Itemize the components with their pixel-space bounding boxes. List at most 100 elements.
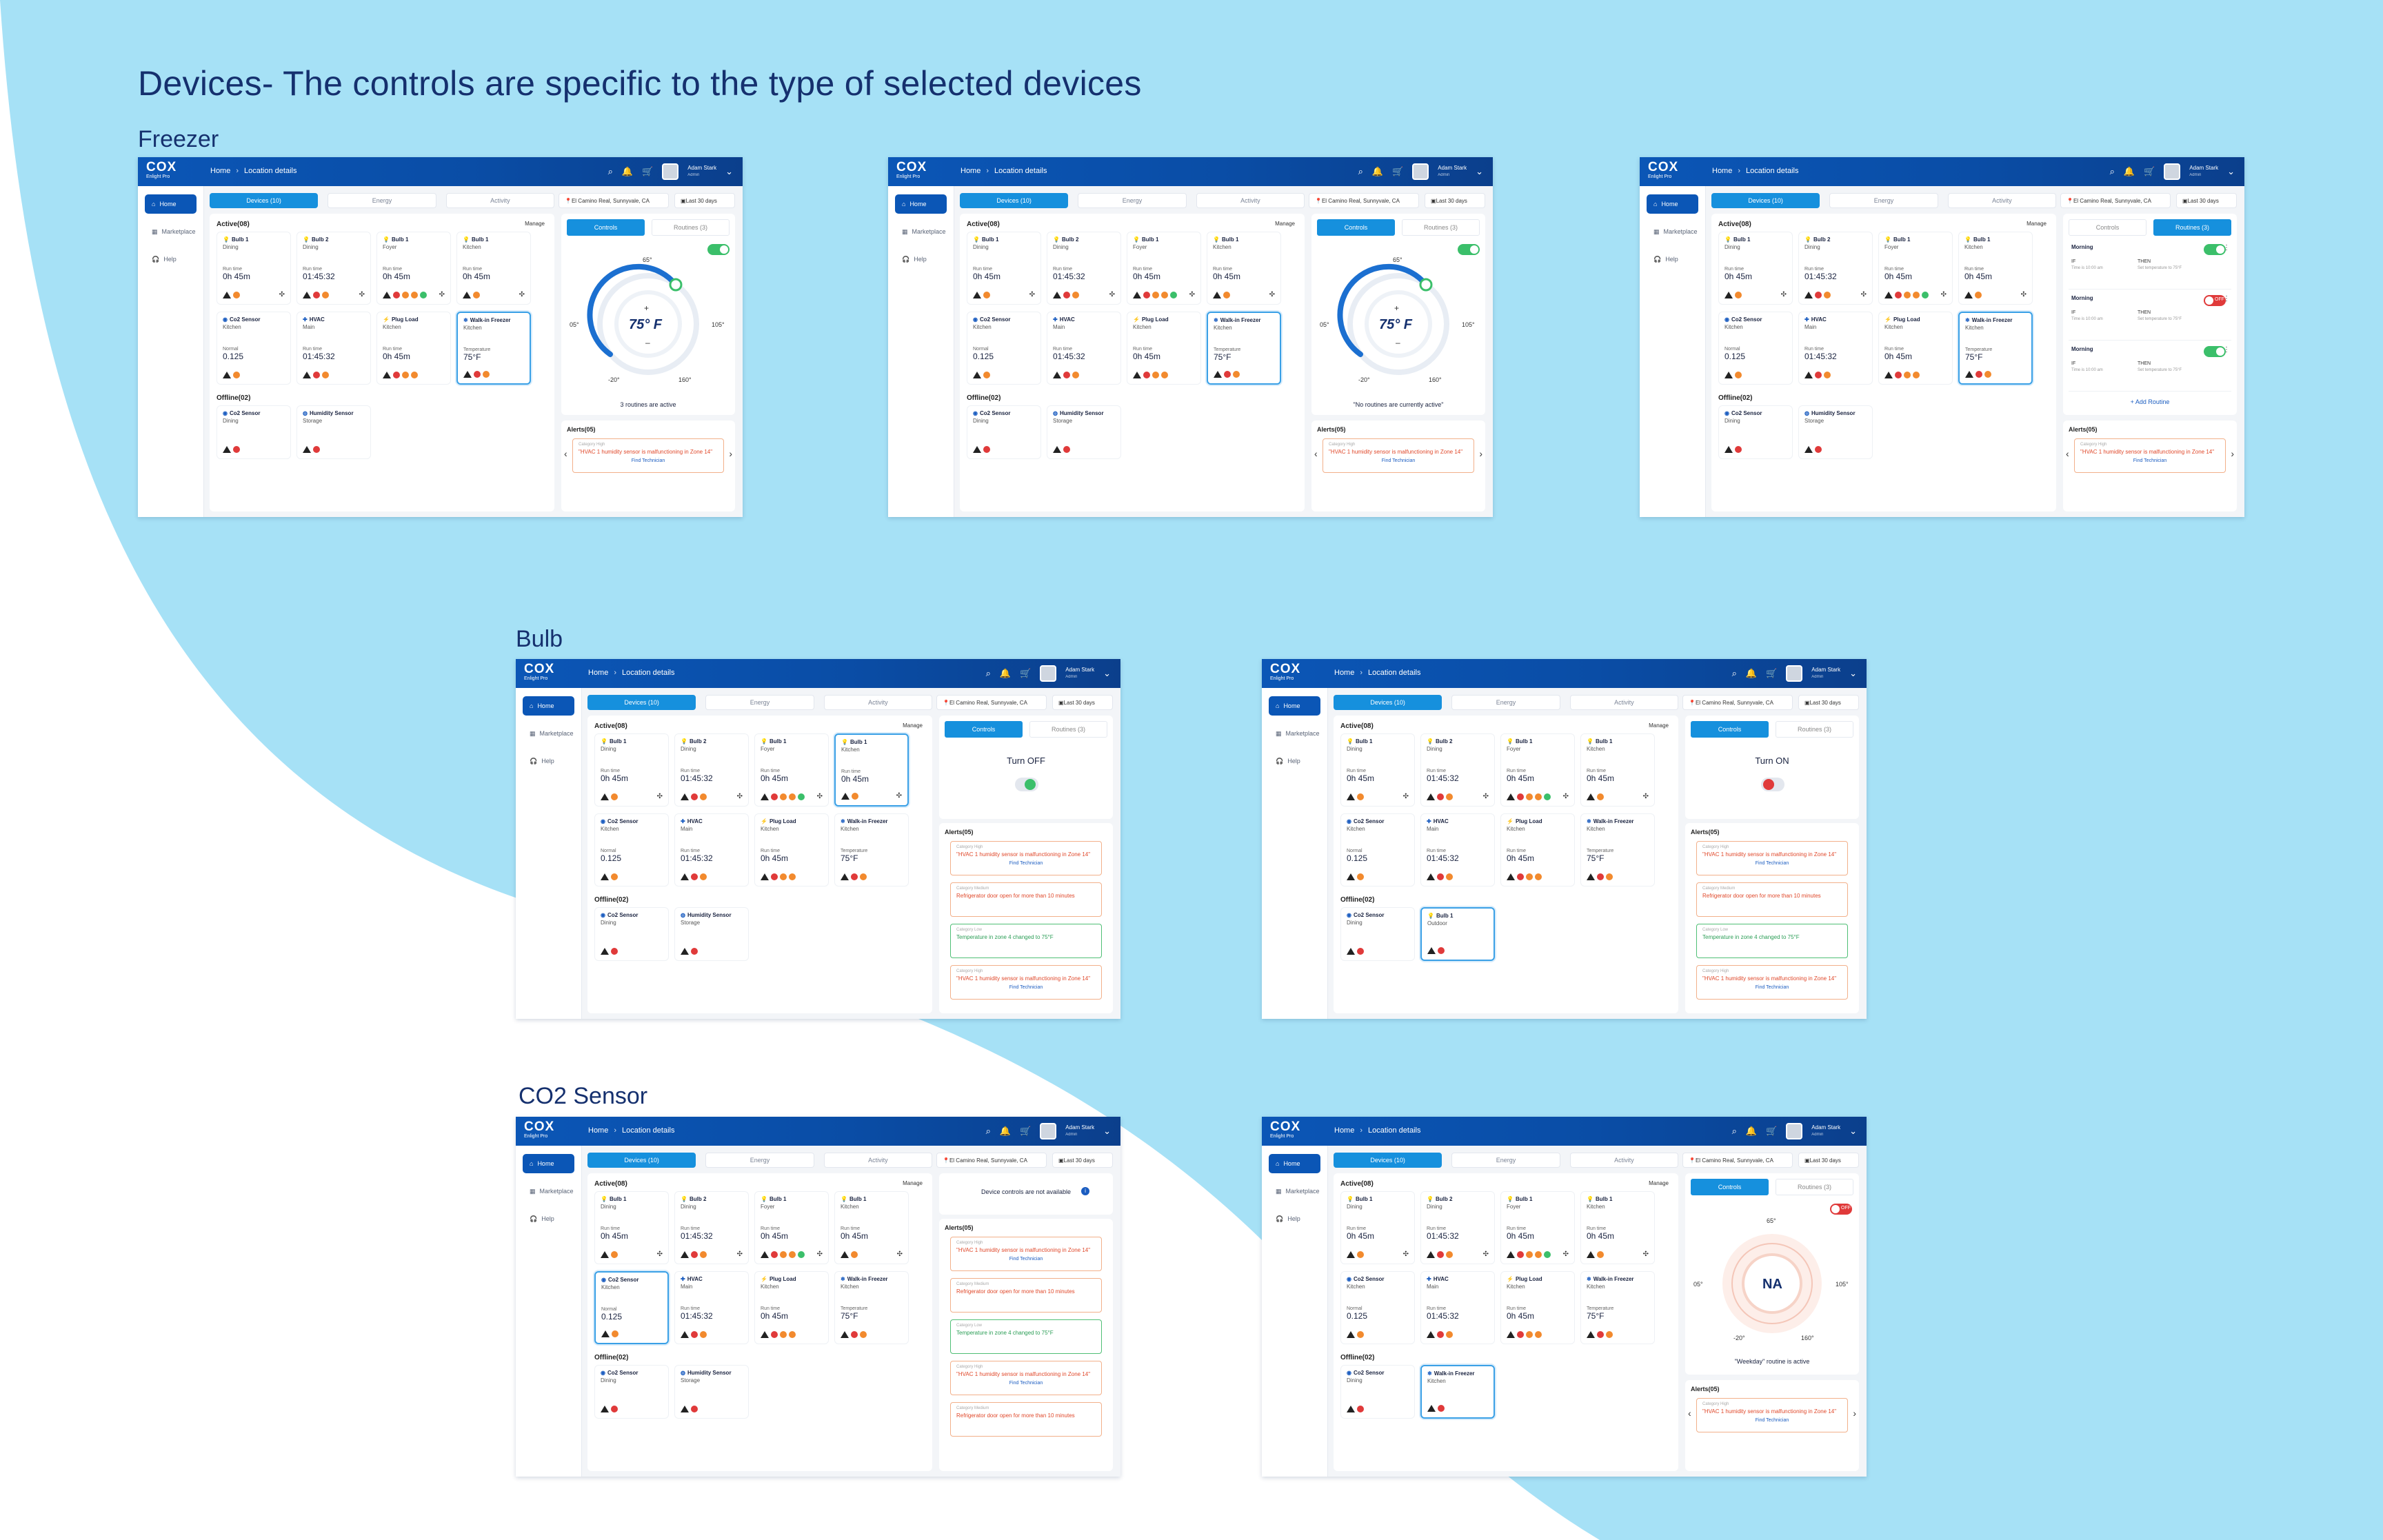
offline-device-card[interactable]: ◉ Co2 Sensor Dining: [594, 1365, 669, 1419]
sidebar-item-home[interactable]: ⌂ Home: [523, 696, 574, 716]
logo[interactable]: COX Enlight Pro: [524, 662, 554, 682]
sidebar-item-help[interactable]: 🎧 Help: [1269, 751, 1320, 771]
device-card[interactable]: 💡 Bulb 1 Dining Run time 0h 45m ✣: [1340, 733, 1415, 807]
chevron-left-icon[interactable]: ‹: [1688, 1408, 1691, 1419]
chevron-right-icon[interactable]: ›: [2231, 448, 2234, 459]
period-select[interactable]: ▣ Last 30 days: [1052, 695, 1113, 710]
breadcrumb-home[interactable]: Home: [210, 167, 231, 175]
device-card[interactable]: 💡 Bulb 2 Dining Run time 01:45:32 ✣: [674, 733, 749, 807]
offline-device-card[interactable]: ◍ Humidity Sensor Storage: [1798, 405, 1873, 459]
device-card[interactable]: 💡 Bulb 1 Kitchen Run time 0h 45m ✣: [1207, 232, 1281, 305]
avatar[interactable]: [2164, 163, 2181, 180]
sidebar-item-marketplace[interactable]: ▦ Marketplace: [1269, 1182, 1320, 1201]
routine-item[interactable]: Morning IF Time is 10:00 am THEN Set tempera…: [2069, 244, 2231, 290]
location-select[interactable]: 📍 El Camino Real, Sunnyvale, CA: [2060, 193, 2171, 208]
search-icon[interactable]: ⌕: [1731, 1126, 1737, 1136]
offline-device-card[interactable]: ◍ Humidity Sensor Storage: [1047, 405, 1121, 459]
device-card[interactable]: 💡 Bulb 1 Dining Run time 0h 45m ✣: [1718, 232, 1793, 305]
search-icon[interactable]: ⌕: [985, 668, 991, 678]
chevron-down-icon[interactable]: ⌄: [725, 166, 733, 176]
tab-controls[interactable]: Controls: [1691, 1179, 1769, 1195]
device-card[interactable]: ⚡ Plug Load Kitchen Run time 0h 45m: [754, 813, 829, 886]
device-card[interactable]: 💡 Bulb 1 Foyer Run time 0h 45m ✣: [754, 733, 829, 807]
user-info[interactable]: Adam Stark Admin: [1438, 165, 1467, 179]
sidebar-item-help[interactable]: 🎧 Help: [895, 250, 947, 269]
manage-link[interactable]: Manage: [903, 722, 923, 729]
cart-icon[interactable]: 🛒: [2144, 166, 2155, 176]
tab-activity[interactable]: Activity: [1947, 193, 2056, 208]
device-card[interactable]: 💡 Bulb 2 Dining Run time 01:45:32 ✣: [1420, 1191, 1495, 1264]
alert-card[interactable]: Category High "HVAC 1 humidity sensor is …: [572, 438, 724, 473]
device-card[interactable]: ❄ Walk-in Freezer Kitchen Temperature 75°F: [834, 1271, 909, 1344]
period-select[interactable]: ▣ Last 30 days: [1052, 1153, 1113, 1168]
device-card[interactable]: 💡 Bulb 2 Dining Run time 01:45:32 ✣: [1047, 232, 1121, 305]
find-technician-link[interactable]: Find Technician: [1009, 1257, 1043, 1262]
device-card[interactable]: ✚ HVAC Main Run time 01:45:32: [674, 1271, 749, 1344]
manage-link[interactable]: Manage: [1649, 1180, 1669, 1186]
chevron-left-icon[interactable]: ‹: [1314, 448, 1318, 459]
device-card[interactable]: 💡 Bulb 1 Dining Run time 0h 45m ✣: [1340, 1191, 1415, 1264]
find-technician-link[interactable]: Find Technician: [631, 458, 665, 463]
sidebar-item-help[interactable]: 🎧 Help: [1647, 250, 1698, 269]
alert-card[interactable]: Category High "HVAC 1 humidity sensor is …: [950, 841, 1102, 875]
dial-handle[interactable]: [1419, 278, 1433, 292]
decrease-button[interactable]: –: [1396, 338, 1400, 347]
tab-controls[interactable]: Controls: [2069, 219, 2146, 236]
sidebar-item-marketplace[interactable]: ▦ Marketplace: [1647, 222, 1698, 241]
user-info[interactable]: Adam Stark Admin: [1811, 667, 1840, 680]
tab-devices[interactable]: Devices (10): [587, 695, 696, 710]
logo[interactable]: COX Enlight Pro: [146, 161, 177, 180]
dial-handle[interactable]: [669, 278, 683, 292]
device-card[interactable]: ⚡ Plug Load Kitchen Run time 0h 45m: [1500, 813, 1575, 886]
routine-item[interactable]: Morning IF Time is 10:00 am THEN Set tempera…: [2069, 346, 2231, 392]
decrease-button[interactable]: –: [645, 338, 650, 347]
tab-routines[interactable]: Routines (3): [1402, 219, 1480, 236]
bell-icon[interactable]: 🔔: [2123, 166, 2135, 176]
device-card[interactable]: 💡 Bulb 2 Dining Run time 01:45:32 ✣: [674, 1191, 749, 1264]
device-card[interactable]: ❄ Walk-in Freezer Kitchen Temperature 75°F: [1580, 1271, 1655, 1344]
find-technician-link[interactable]: Find Technician: [1009, 1381, 1043, 1386]
chevron-down-icon[interactable]: ⌄: [1103, 1126, 1111, 1136]
device-card[interactable]: 💡 Bulb 1 Dining Run time 0h 45m ✣: [594, 733, 669, 807]
tab-devices[interactable]: Devices (10): [587, 1153, 696, 1168]
tab-energy[interactable]: Energy: [1451, 1153, 1560, 1168]
location-select[interactable]: 📍 El Camino Real, Sunnyvale, CA: [1682, 1153, 1793, 1168]
bell-icon[interactable]: 🔔: [1745, 668, 1758, 678]
logo[interactable]: COX Enlight Pro: [1270, 1120, 1300, 1139]
device-card[interactable]: 💡 Bulb 2 Dining Run time 01:45:32 ✣: [1798, 232, 1873, 305]
tab-activity[interactable]: Activity: [1569, 695, 1678, 710]
tab-routines[interactable]: Routines (3): [1029, 721, 1107, 738]
period-select[interactable]: ▣ Last 30 days: [1798, 1153, 1859, 1168]
cart-icon[interactable]: 🛒: [1392, 166, 1404, 176]
offline-device-card[interactable]: ◉ Co2 Sensor Dining: [594, 907, 669, 961]
find-technician-link[interactable]: Find Technician: [1755, 985, 1789, 990]
chevron-left-icon[interactable]: ‹: [2066, 448, 2069, 459]
tab-activity[interactable]: Activity: [823, 695, 932, 710]
chevron-down-icon[interactable]: ⌄: [1849, 1126, 1857, 1136]
avatar[interactable]: [1786, 1123, 1803, 1139]
avatar[interactable]: [1040, 1123, 1057, 1139]
device-card[interactable]: ⚡ Plug Load Kitchen Run time 0h 45m: [376, 312, 451, 385]
manage-link[interactable]: Manage: [1649, 722, 1669, 729]
power-toggle[interactable]: OFF: [1830, 1204, 1852, 1215]
chevron-down-icon[interactable]: ⌄: [1103, 668, 1111, 678]
logo[interactable]: COX Enlight Pro: [524, 1120, 554, 1139]
offline-device-card[interactable]: ◉ Co2 Sensor Dining: [1718, 405, 1793, 459]
device-card[interactable]: ✚ HVAC Main Run time 01:45:32: [1420, 813, 1495, 886]
more-options-icon[interactable]: ⋮: [2223, 295, 2230, 303]
location-select[interactable]: 📍 El Camino Real, Sunnyvale, CA: [1309, 193, 1419, 208]
tab-activity[interactable]: Activity: [823, 1153, 932, 1168]
alert-card[interactable]: Category Low Temperature in zone 4 change…: [950, 1319, 1102, 1354]
tab-routines[interactable]: Routines (3): [1776, 721, 1853, 738]
alert-card[interactable]: Category Medium Refrigerator door open fo…: [1696, 882, 1848, 917]
cart-icon[interactable]: 🛒: [642, 166, 654, 176]
chevron-down-icon[interactable]: ⌄: [1849, 668, 1857, 678]
bell-icon[interactable]: 🔔: [1371, 166, 1384, 176]
cart-icon[interactable]: 🛒: [1766, 668, 1778, 678]
manage-link[interactable]: Manage: [2027, 221, 2047, 227]
tab-devices[interactable]: Devices (10): [1334, 695, 1442, 710]
cart-icon[interactable]: 🛒: [1766, 1126, 1778, 1136]
offline-device-card[interactable]: ◉ Co2 Sensor Dining: [1340, 1365, 1415, 1419]
alert-card[interactable]: Category High "HVAC 1 humidity sensor is …: [950, 1237, 1102, 1271]
bell-icon[interactable]: 🔔: [999, 1126, 1012, 1136]
